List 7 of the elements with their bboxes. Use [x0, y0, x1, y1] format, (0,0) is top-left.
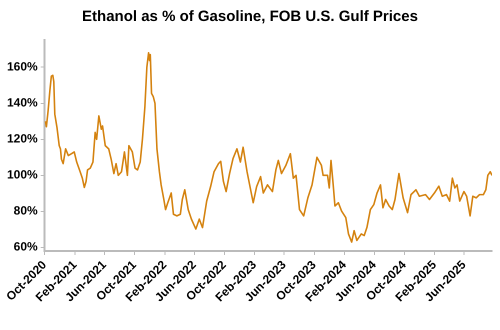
y-tick-label: 140% [6, 96, 38, 110]
y-tick-label: 160% [6, 60, 38, 74]
chart-title: Ethanol as % of Gasoline, FOB U.S. Gulf Prices [81, 7, 419, 27]
y-tick-label: 100% [6, 168, 38, 182]
y-tick-label: 60% [14, 240, 38, 254]
y-tick-label: 80% [14, 204, 38, 218]
y-tick-label: 120% [6, 132, 38, 146]
